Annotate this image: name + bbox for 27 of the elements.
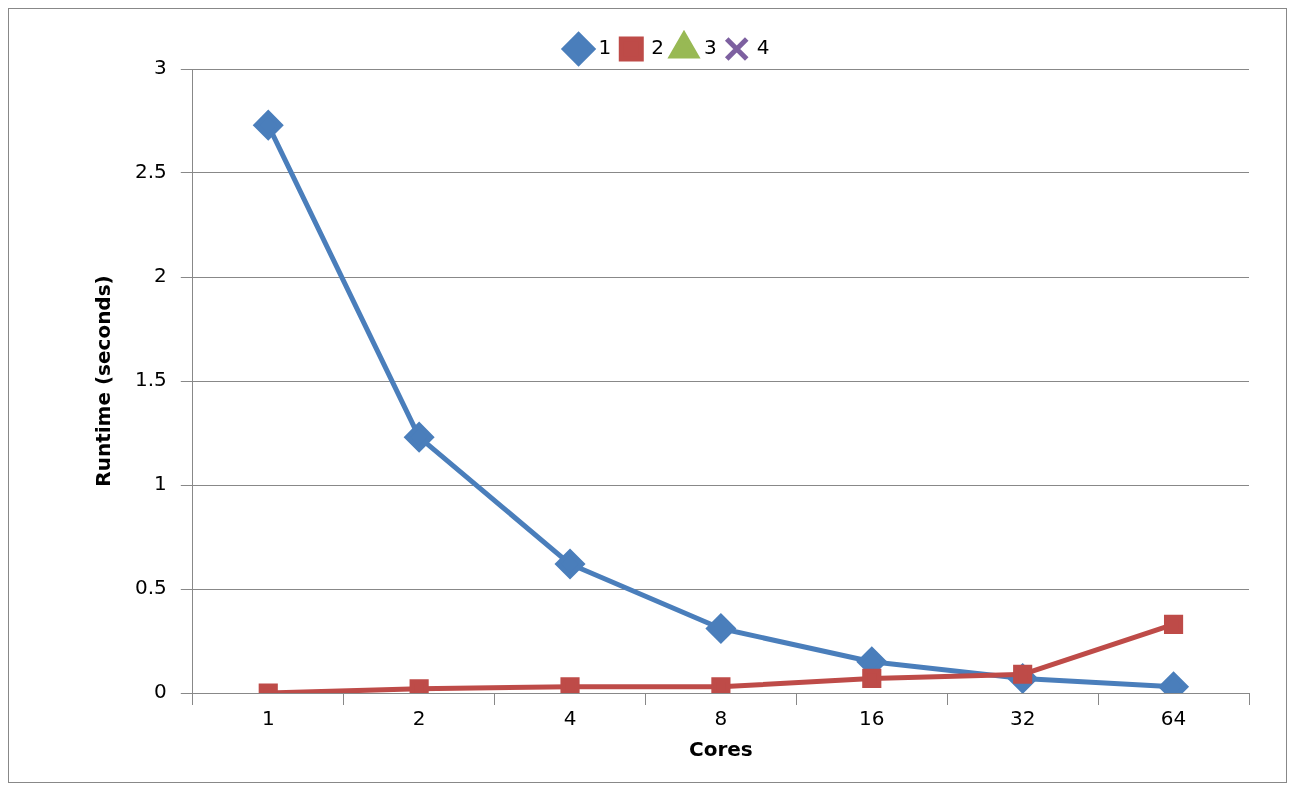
- y-tick-label: 2: [154, 263, 167, 288]
- point: [862, 668, 882, 689]
- y-axis-title: Runtime (seconds): [91, 275, 116, 487]
- point: [706, 614, 736, 644]
- point: [404, 422, 434, 452]
- y-tick-label: 3: [154, 55, 167, 80]
- x-tick-label: 64: [1160, 706, 1187, 731]
- x-tick-label: 1: [261, 706, 275, 731]
- legend-label: 1: [598, 35, 612, 60]
- x-tick-label: 8: [714, 706, 728, 731]
- x-axis-title: Cores: [689, 737, 753, 762]
- y-tick-label: 1: [154, 471, 167, 496]
- x-tick-label: 32: [1009, 706, 1036, 731]
- y-tick-label: 2.5: [134, 159, 167, 184]
- legend-label: 2: [651, 35, 665, 60]
- y-tick-label: 0.5: [134, 575, 167, 600]
- legend-label: 4: [756, 35, 770, 60]
- y-tick-label: 0: [154, 679, 167, 704]
- point: [555, 549, 585, 579]
- y-tick-label: 1.5: [134, 367, 167, 392]
- point: [1163, 614, 1184, 634]
- x-tick-label: 4: [563, 706, 577, 731]
- legend-label: 3: [704, 35, 717, 60]
- point: [253, 110, 283, 140]
- point: [560, 677, 580, 693]
- x-tick-label: 16: [859, 706, 885, 731]
- x-tick-label: 2: [412, 706, 426, 731]
